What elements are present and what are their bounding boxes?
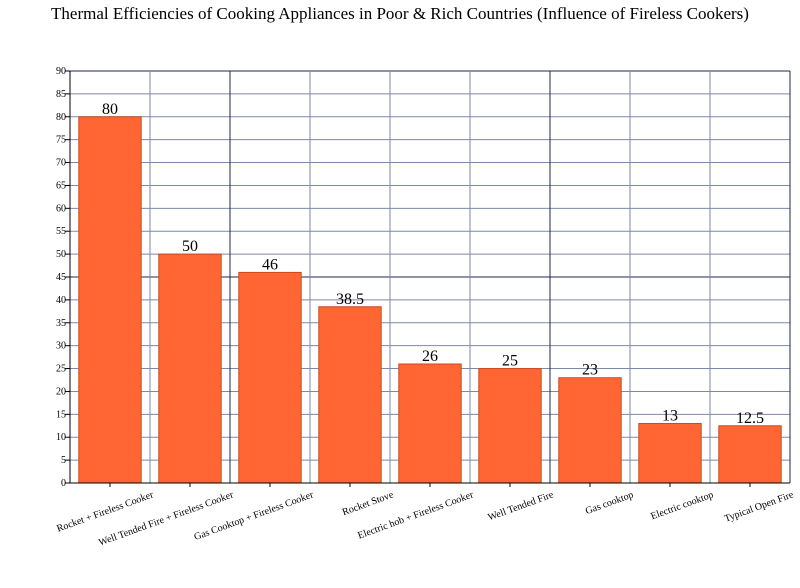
bar [638,422,702,484]
bar [238,271,302,484]
y-tick-label: 35 [56,318,66,329]
y-tick-label: 50 [56,249,66,260]
y-tick-label: 20 [56,386,66,397]
x-tick-label: Rocket Stove [341,489,396,518]
data-label: 38.5 [336,291,364,308]
data-label: 13 [662,407,678,424]
y-tick-label: 0 [61,478,66,489]
y-tick-label: 15 [56,409,66,420]
y-tick-label: 45 [56,272,66,283]
y-tick-label: 5 [61,455,66,466]
data-label: 23 [582,362,598,379]
y-tick-label: 70 [56,158,66,169]
y-tick-label: 65 [56,180,66,191]
data-label: 46 [262,256,278,273]
bar [78,116,142,484]
y-tick-label: 80 [56,112,66,123]
y-tick-label: 90 [56,66,66,77]
y-tick-label: 30 [56,341,66,352]
bar [478,368,542,484]
data-label: 12.5 [736,410,764,427]
axis-layer [65,70,790,487]
y-tick-label: 60 [56,203,66,214]
bar [158,253,222,484]
y-tick-label: 75 [56,135,66,146]
bar [398,363,462,484]
bar [318,306,382,484]
x-tick-label: Gas cooktop [584,489,635,517]
x-tick-label: Well Tended Fire + Fireless Cooker [97,489,235,548]
data-label: 50 [182,238,198,255]
data-label: 80 [102,101,118,118]
data-label: 25 [502,353,518,370]
bar [558,377,622,484]
x-tick-label: Electric cooktop [649,489,715,522]
chart-title: Thermal Efficiencies of Cooking Applianc… [51,4,749,23]
x-tick-label: Typical Open Fire [723,489,796,524]
bar [718,425,782,484]
y-tick-label: 10 [56,432,66,443]
y-tick-label: 25 [56,364,66,375]
y-tick-label: 40 [56,295,66,306]
y-tick-label: 85 [56,89,66,100]
x-tick-label: Well Tended Fire [487,489,556,523]
y-tick-label: 55 [56,226,66,237]
bar-layer [78,116,782,484]
data-label: 26 [422,348,438,365]
